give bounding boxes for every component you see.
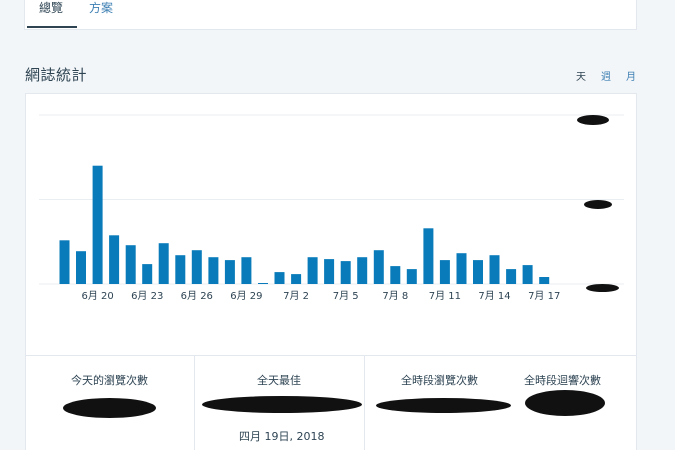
bar-7月8[interactable]	[390, 266, 401, 284]
tab-overview[interactable]: 總覽	[27, 0, 77, 29]
tabs-bar: 總覽 方案	[24, 0, 637, 30]
period-day-button[interactable]: 天	[576, 72, 586, 83]
period-week-button[interactable]: 週	[601, 72, 611, 83]
tab-overview-label: 總覽	[39, 1, 64, 15]
redacted-all-time-comments-value	[525, 390, 605, 416]
x-tick-label: 6月 26	[181, 290, 213, 302]
bar-6月27[interactable]	[208, 257, 219, 284]
stat-best-day: 全天最佳 四月 19日, 2018	[194, 356, 364, 450]
bar-7月10[interactable]	[423, 228, 434, 284]
bar-7月11[interactable]	[439, 260, 450, 284]
active-tab-indicator	[27, 26, 77, 28]
stat-all-time-comments: 全時段迴響次數	[500, 356, 638, 450]
bar-7月4[interactable]	[324, 259, 335, 284]
bar-6月26[interactable]	[191, 250, 202, 284]
bar-6月19[interactable]	[76, 251, 86, 284]
x-tick-label: 6月 23	[131, 290, 163, 302]
redacted-y-label-mid	[584, 200, 612, 209]
stat-all-time-comments-label: 全時段迴響次數	[524, 374, 601, 387]
redacted-y-label-bottom	[586, 284, 619, 292]
x-tick-label: 7月 2	[283, 290, 309, 302]
bar-6月18[interactable]	[59, 240, 70, 284]
bar-7月17[interactable]	[539, 277, 550, 284]
stats-chart-card: 6月 20 6月 23 6月 26 6月 29 7月 2 7月 5 7月 8 7月 11 7月 …	[25, 93, 637, 356]
bar-7月16[interactable]	[522, 265, 533, 284]
bar-6月24[interactable]	[158, 243, 169, 284]
bar-6月20[interactable]	[92, 165, 103, 284]
stat-best-day-label: 全天最佳	[257, 374, 301, 387]
x-tick-label: 7月 11	[429, 290, 461, 302]
redacted-best-day-value	[202, 396, 362, 413]
bar-7月15[interactable]	[506, 269, 517, 284]
x-tick-label: 6月 29	[230, 290, 262, 302]
redacted-all-time-views-value	[376, 398, 511, 413]
bar-7月9[interactable]	[406, 269, 417, 284]
bar-6月22[interactable]	[125, 245, 136, 284]
bar-6月30[interactable]	[258, 283, 268, 284]
redacted-today-views-value	[63, 398, 156, 418]
x-tick-label: 7月 8	[382, 290, 408, 302]
stat-today-views-label: 今天的瀏覽次數	[71, 374, 148, 387]
stat-best-day-date: 四月 19日, 2018	[239, 430, 325, 443]
bar-6月28[interactable]	[224, 260, 235, 284]
redacted-y-label-top	[577, 115, 609, 125]
views-bar-chart: 6月 20 6月 23 6月 26 6月 29 7月 2 7月 5 7月 8 7月 11 7月 …	[39, 114, 624, 302]
x-tick-label: 7月 14	[478, 290, 510, 302]
stat-all-time-views: 全時段瀏覽次數	[364, 356, 511, 450]
bar-6月21[interactable]	[109, 235, 120, 284]
bar-6月23[interactable]	[142, 264, 153, 284]
bar-7月13[interactable]	[473, 260, 483, 284]
bar-6月29[interactable]	[241, 257, 252, 284]
tab-plans[interactable]: 方案	[89, 0, 113, 29]
summary-stats-card: 今天的瀏覽次數 全天最佳 四月 19日, 2018 全時段瀏覽次數 全時段迴響次…	[25, 355, 637, 450]
bar-7月12[interactable]	[456, 253, 467, 284]
bar-7月3[interactable]	[307, 257, 318, 284]
stat-all-time-views-label: 全時段瀏覽次數	[401, 374, 478, 387]
bar-7月5[interactable]	[340, 261, 351, 284]
tab-plans-label: 方案	[89, 1, 114, 15]
x-tick-label: 7月 5	[333, 290, 359, 302]
stat-today-views: 今天的瀏覽次數	[26, 356, 194, 450]
bar-7月1[interactable]	[274, 272, 285, 284]
bar-7月6[interactable]	[357, 257, 368, 284]
bar-6月25[interactable]	[175, 255, 186, 284]
section-title: 網誌統計	[25, 66, 88, 84]
bar-7月14[interactable]	[489, 255, 500, 284]
x-tick-label: 6月 20	[81, 290, 113, 302]
stat-divider	[364, 356, 365, 450]
stat-divider	[194, 356, 195, 450]
bar-7月7[interactable]	[373, 250, 384, 284]
x-tick-label: 7月 17	[528, 290, 560, 302]
period-month-button[interactable]: 月	[626, 72, 636, 83]
bar-7月2[interactable]	[291, 274, 302, 284]
